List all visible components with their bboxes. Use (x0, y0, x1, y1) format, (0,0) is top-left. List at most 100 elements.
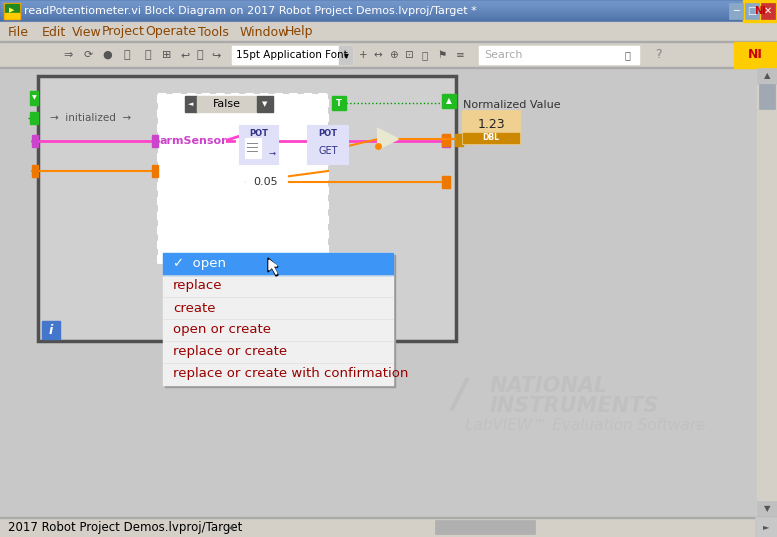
Bar (257, 96, 273, 112)
Text: ⚑: ⚑ (437, 50, 447, 60)
Bar (734, 42, 777, 68)
Text: replace or create with confirmation: replace or create with confirmation (173, 367, 409, 381)
Bar (463, 111, 519, 143)
Text: 💡: 💡 (145, 50, 152, 60)
Bar (0, 17, 777, 18)
Bar (0, 14, 777, 15)
Bar (232, 46, 352, 64)
Polygon shape (378, 129, 398, 149)
Text: Tools: Tools (198, 25, 229, 39)
Text: 🌐: 🌐 (422, 50, 428, 60)
Bar (0, 2, 777, 3)
Text: ≡: ≡ (455, 50, 465, 60)
Bar (30, 91, 38, 105)
Bar (0, 11, 777, 12)
Bar (743, 0, 777, 22)
Bar (32, 135, 38, 147)
Text: ►: ► (763, 523, 769, 532)
Bar (0, 4, 777, 5)
Bar (0, 3, 777, 4)
Bar (197, 96, 257, 112)
Text: Window: Window (240, 25, 289, 39)
Text: replace: replace (173, 279, 222, 293)
Text: create: create (173, 301, 215, 315)
Text: T: T (360, 325, 366, 335)
Bar (759, 84, 775, 109)
Text: □: □ (747, 6, 757, 16)
Bar (0, 517, 777, 518)
Text: /: / (453, 376, 467, 414)
Text: →  initialized  →: → initialized → (50, 113, 131, 123)
Bar (648, 45, 668, 65)
Bar (0, 15, 777, 16)
Bar (729, 3, 743, 19)
Bar (246, 174, 286, 190)
Text: File: File (8, 25, 29, 39)
Bar (0, 16, 777, 17)
Bar (0, 8, 777, 9)
Text: ⊞: ⊞ (162, 50, 172, 60)
Text: Project: Project (102, 25, 145, 39)
Bar (755, 517, 777, 537)
Text: ▶: ▶ (9, 7, 15, 13)
Bar (0, 20, 777, 21)
Bar (30, 112, 38, 124)
Text: ▲: ▲ (446, 97, 452, 105)
Text: ▾: ▾ (343, 50, 348, 60)
Bar (0, 9, 777, 10)
Bar (0, 5, 777, 6)
Text: ↔: ↔ (374, 50, 382, 60)
Bar (761, 3, 775, 19)
Text: ▼: ▼ (764, 504, 770, 513)
Bar (152, 135, 158, 147)
Text: ⟳: ⟳ (83, 50, 92, 60)
Text: ◄: ◄ (188, 101, 193, 107)
Bar (245, 138, 261, 158)
Bar (163, 253, 393, 275)
Bar (757, 501, 777, 517)
Text: readPotentiometer.vi Block Diagram on 2017 Robot Project Demos.lvproj/Target *: readPotentiometer.vi Block Diagram on 20… (24, 6, 477, 16)
Bar (442, 176, 450, 188)
Bar (463, 133, 519, 143)
Circle shape (370, 322, 386, 338)
Bar (308, 126, 348, 164)
Text: open or create: open or create (173, 323, 271, 337)
Text: armSensor: armSensor (159, 136, 227, 146)
Bar (745, 3, 759, 19)
Text: ▼: ▼ (263, 101, 268, 107)
Bar (332, 96, 346, 110)
Text: Search: Search (484, 50, 522, 60)
Text: ─: ─ (733, 6, 739, 16)
Text: ⊡: ⊡ (403, 50, 413, 60)
Bar (38, 76, 456, 341)
Text: ▲: ▲ (764, 71, 770, 81)
Text: View: View (72, 25, 102, 39)
Bar (757, 68, 777, 517)
Text: Help: Help (285, 25, 313, 39)
Bar (0, 6, 777, 7)
Text: replace or create: replace or create (173, 345, 287, 359)
Bar (0, 13, 777, 14)
Bar (0, 7, 777, 8)
Bar (0, 19, 777, 20)
Text: ↪: ↪ (211, 50, 221, 60)
Text: DBL: DBL (483, 134, 500, 142)
Bar (42, 321, 60, 339)
Bar (235, 517, 755, 537)
Bar (0, 1, 777, 2)
Text: LabVIEW™ Evaluation Software: LabVIEW™ Evaluation Software (465, 417, 706, 432)
Text: 15pt Application Font: 15pt Application Font (236, 50, 348, 60)
Text: INSTRUMENTS: INSTRUMENTS (490, 396, 660, 416)
Bar (356, 323, 370, 337)
Bar (185, 96, 197, 112)
Bar (442, 134, 450, 146)
Text: NI: NI (747, 48, 762, 62)
Text: Edit: Edit (42, 25, 66, 39)
Bar (0, 21, 777, 22)
Bar (5, 13, 19, 18)
Bar (163, 253, 393, 385)
Bar (0, 67, 777, 68)
Text: ◄: ◄ (227, 523, 233, 532)
Bar (0, 517, 777, 537)
Text: ↩: ↩ (180, 50, 190, 60)
